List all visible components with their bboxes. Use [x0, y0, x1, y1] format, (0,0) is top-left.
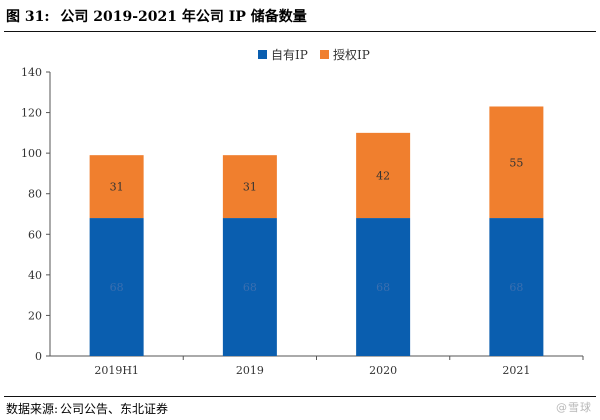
data-label: 55	[509, 156, 523, 169]
bar-segment	[489, 218, 544, 356]
watermark: @雪球	[556, 401, 592, 414]
y-tick-label: 140	[21, 66, 42, 79]
data-label: 42	[376, 169, 390, 182]
figure-title-text: 公司 2019-2021 年公司 IP 储备数量	[60, 9, 307, 25]
x-tick-label: 2020	[369, 364, 397, 377]
data-label: 68	[376, 281, 390, 294]
bar-segment	[89, 218, 144, 356]
x-tick-label: 2019	[236, 364, 264, 377]
data-label: 68	[509, 281, 523, 294]
top-rule	[4, 31, 596, 32]
figure-label: 图 31:	[6, 9, 50, 25]
bar-segment	[489, 106, 544, 219]
data-label: 68	[243, 281, 257, 294]
data-label: 68	[110, 281, 124, 294]
y-tick-label: 100	[21, 147, 42, 160]
figure-title: 图 31: 公司 2019-2021 年公司 IP 储备数量	[6, 5, 594, 29]
x-tick-label: 2019H1	[94, 364, 139, 377]
x-tick-label: 2021	[502, 364, 530, 377]
y-tick-label: 60	[28, 228, 42, 241]
y-tick-label: 120	[21, 107, 42, 120]
y-tick-label: 20	[28, 309, 42, 322]
stacked-bar-chart: 0 20 40 60 80 100 120 140 68 31 2019H1 68 31 2019 68 42…	[21, 47, 584, 377]
source-label: 数据来源:	[6, 402, 59, 416]
source-note: 数据来源: 公司公告、东北证券	[6, 400, 170, 418]
bar-segment	[356, 132, 411, 219]
bar-segment	[89, 155, 144, 219]
bar-segment	[356, 218, 411, 356]
y-tick-label: 0	[35, 350, 42, 363]
legend-swatch	[258, 50, 267, 59]
bottom-rule	[4, 396, 596, 397]
data-label: 31	[110, 181, 124, 194]
source-text: 公司公告、东北证券	[60, 402, 169, 416]
bar-segment	[222, 155, 277, 219]
legend-label: 自有IP	[271, 48, 308, 62]
y-tick-label: 40	[28, 269, 42, 282]
legend-swatch	[320, 50, 329, 59]
legend-label: 授权IP	[333, 47, 370, 62]
bar-segment	[222, 218, 277, 356]
y-tick-label: 80	[28, 188, 42, 201]
data-label: 31	[243, 181, 257, 194]
